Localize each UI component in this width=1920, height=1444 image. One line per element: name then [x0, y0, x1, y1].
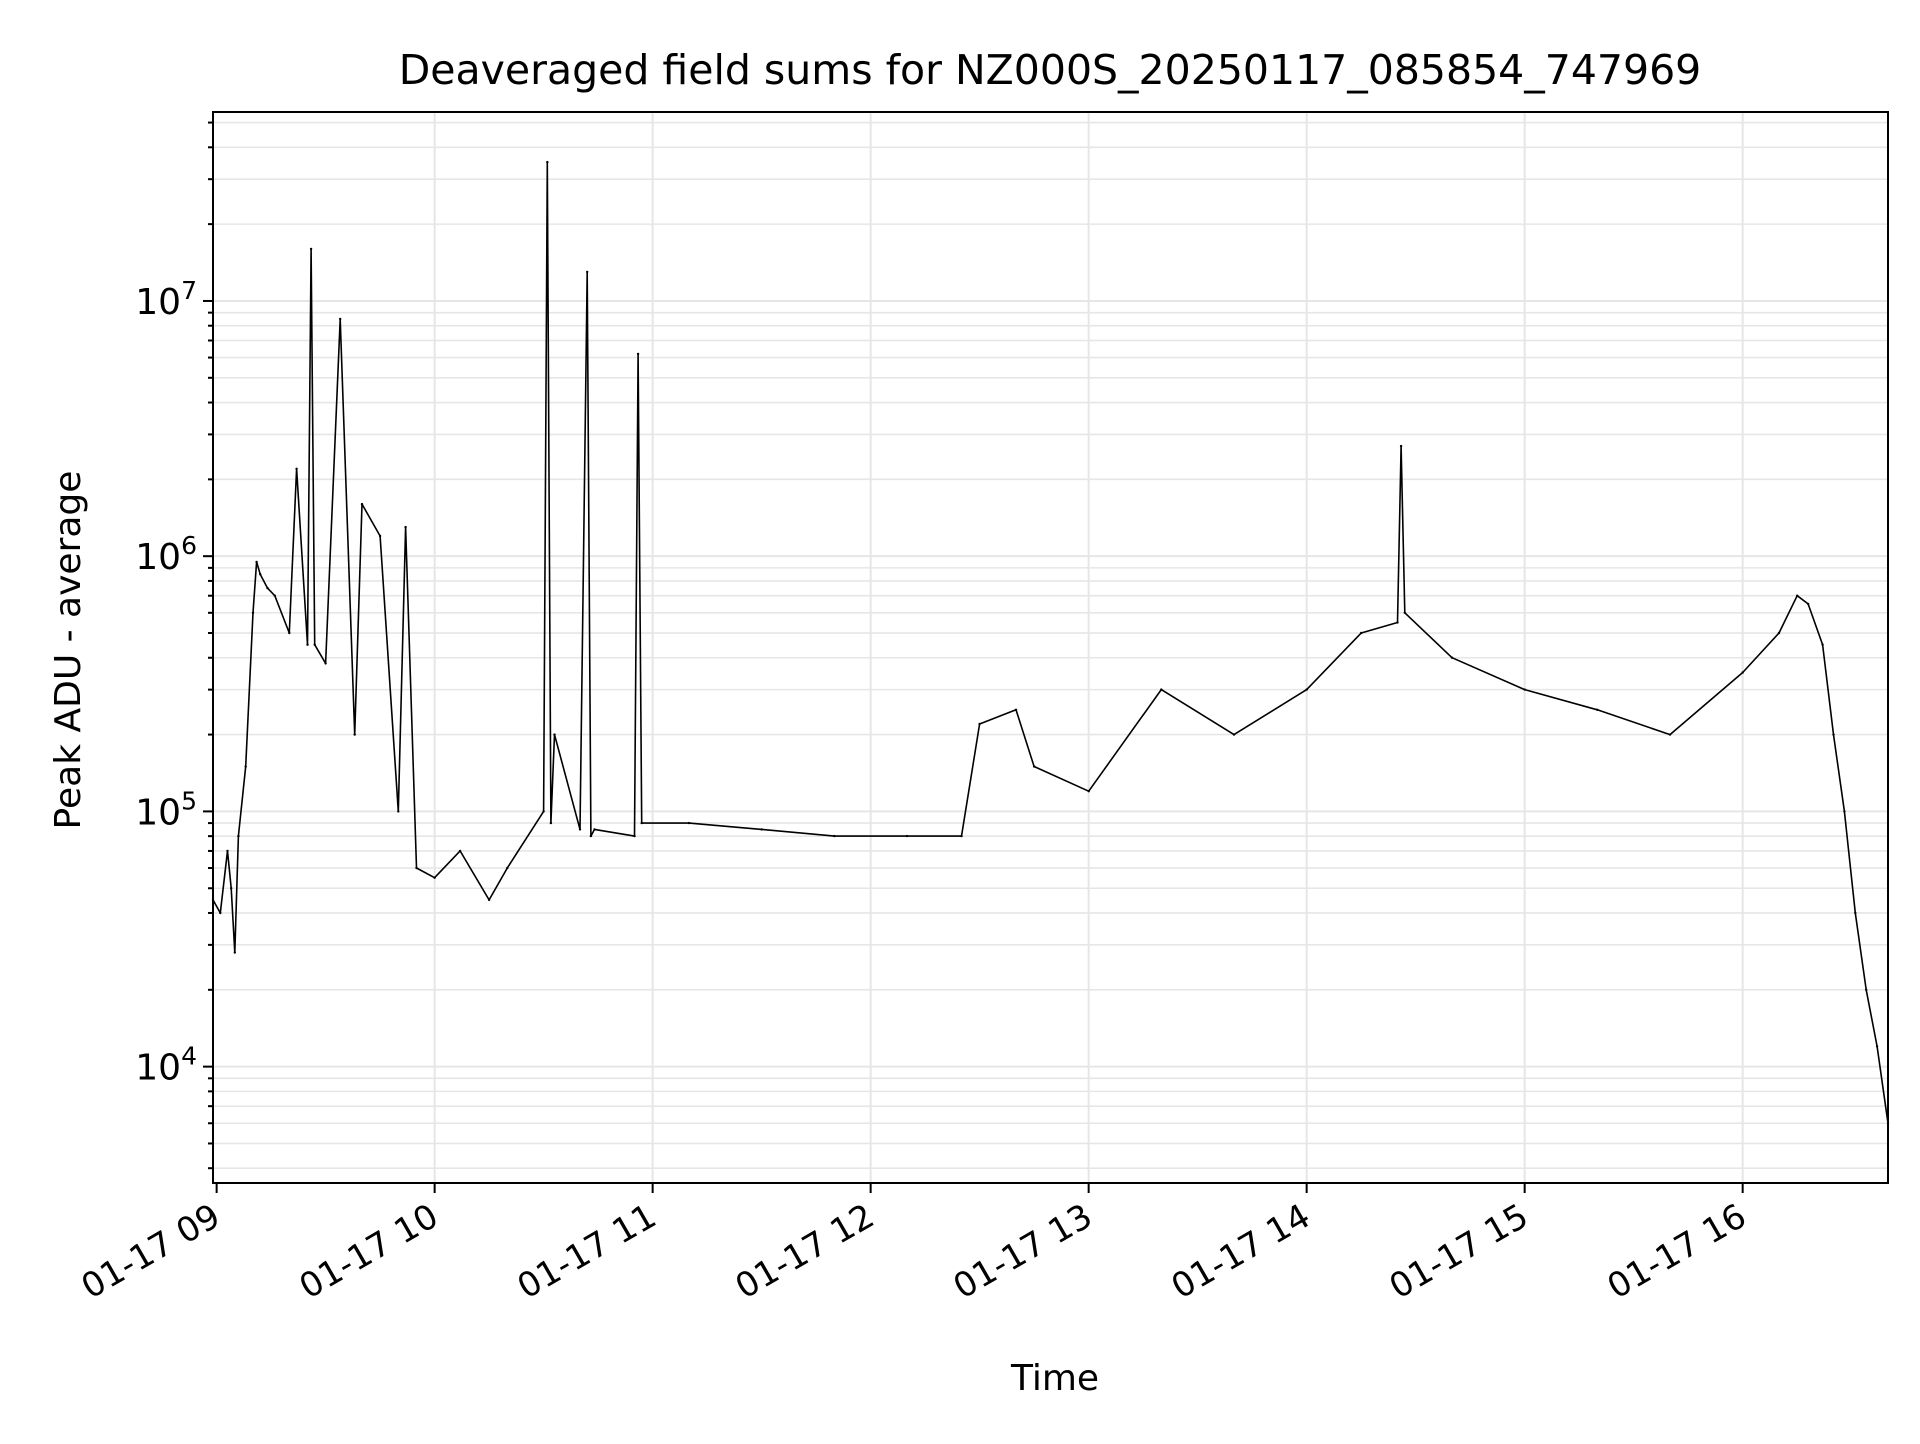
data-point: [1032, 765, 1036, 768]
data-point: [553, 733, 556, 736]
data-point: [230, 887, 233, 890]
chart-title: Deaveraged field sums for NZ000S_2025011…: [399, 46, 1702, 94]
data-point: [960, 834, 963, 838]
data-point: [1668, 733, 1672, 736]
plot-frame: [212, 111, 1889, 1184]
data-point: [259, 573, 262, 576]
data-point: [633, 834, 636, 838]
data-point: [1843, 810, 1846, 813]
data-point: [219, 911, 222, 915]
data-point: [339, 317, 342, 321]
data-point: [378, 534, 382, 538]
data-point: [1360, 631, 1363, 635]
y-tick-label: 105: [135, 786, 197, 833]
data-point: [640, 821, 643, 825]
data-point: [1865, 988, 1868, 991]
data-point: [1396, 621, 1399, 624]
data-point: [1087, 790, 1090, 793]
data-point: [1523, 688, 1526, 691]
data-point: [1796, 594, 1799, 597]
data-point: [237, 834, 240, 838]
data-point: [687, 821, 691, 825]
data-point: [1875, 1045, 1879, 1048]
data-point: [397, 810, 400, 813]
data-point: [233, 951, 236, 954]
data-point: [353, 733, 356, 736]
data-point: [1832, 733, 1835, 736]
series-layer: [211, 160, 1890, 1125]
data-point: [415, 866, 418, 870]
data-point: [546, 160, 549, 164]
data-point: [1806, 602, 1810, 606]
data-point: [309, 247, 313, 251]
data-point: [1854, 911, 1857, 915]
data-point: [1403, 611, 1407, 614]
data-point: [1014, 708, 1018, 711]
data-point: [578, 828, 582, 831]
data-point: [833, 834, 836, 838]
data-point: [433, 876, 436, 879]
data-point: [1821, 643, 1824, 646]
y-axis-label: Peak ADU - average: [48, 471, 89, 830]
data-point: [487, 898, 491, 902]
data-point: [905, 834, 909, 838]
data-point: [313, 643, 316, 646]
data-point: [1777, 631, 1781, 635]
data-point: [360, 502, 364, 506]
data-point: [458, 849, 462, 853]
data-point: [542, 810, 545, 813]
data-point: [760, 828, 763, 831]
data-point: [1232, 733, 1236, 736]
data-point: [1450, 656, 1454, 659]
data-point: [295, 467, 298, 470]
data-point: [251, 611, 255, 614]
data-point: [978, 722, 981, 726]
data-point: [589, 834, 593, 838]
data-point: [593, 828, 596, 831]
data-point: [549, 821, 553, 825]
data-point: [1160, 688, 1163, 691]
data-point: [266, 586, 269, 590]
data-point: [1596, 708, 1599, 711]
data-point: [306, 643, 309, 646]
data-point: [404, 525, 407, 529]
data-point: [586, 270, 589, 274]
data-point: [244, 765, 247, 768]
data-point: [1741, 671, 1744, 674]
data-point: [255, 560, 258, 564]
data-point: [636, 352, 640, 356]
y-tick-label: 106: [135, 531, 197, 578]
data-point: [506, 866, 509, 870]
data-point: [1305, 688, 1308, 691]
grid-layer: [213, 112, 1888, 1183]
data-point: [288, 631, 291, 635]
data-point: [1399, 444, 1403, 448]
data-point: [324, 662, 327, 665]
x-axis-label: Time: [1010, 1358, 1099, 1399]
data-point: [226, 849, 229, 853]
data-point: [273, 594, 276, 597]
y-tick-label: 104: [135, 1042, 197, 1089]
y-tick-label: 107: [135, 276, 197, 323]
